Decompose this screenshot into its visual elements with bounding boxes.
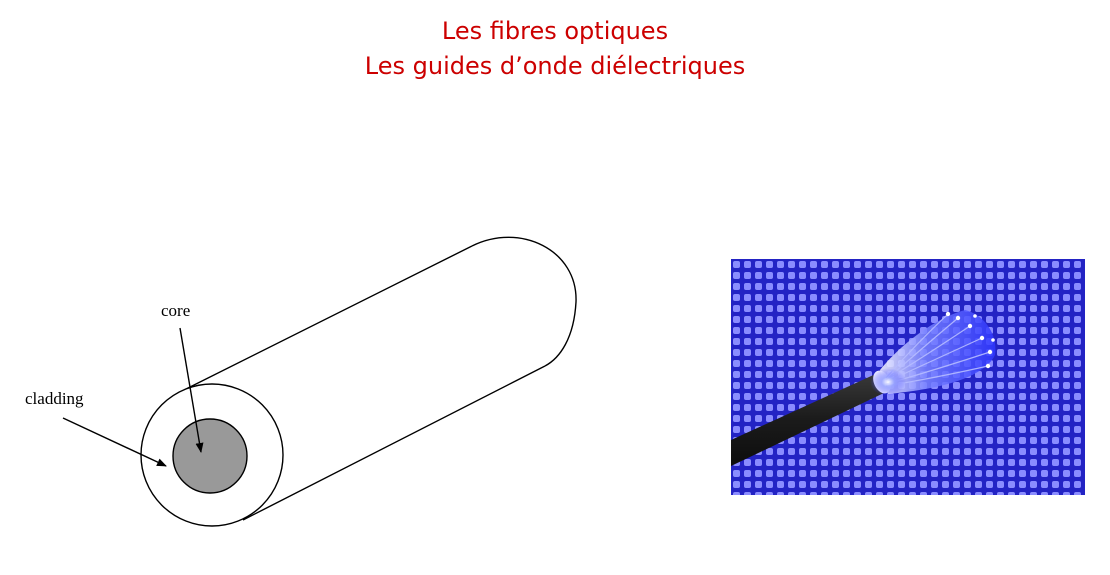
fiber-tips — [945, 311, 995, 369]
cylinder-top-edge — [179, 245, 473, 393]
cladding-arrow — [62, 417, 167, 467]
fiber-cylinder — [179, 236, 577, 521]
cladding-label: cladding — [25, 389, 84, 408]
core-arrow — [179, 327, 204, 453]
title-line-1: Les fibres optiques — [441, 17, 669, 45]
core-circle — [172, 418, 248, 494]
cylinder-far-end — [471, 236, 577, 367]
cylinder-bottom-edge — [242, 365, 546, 521]
cable-body — [731, 372, 886, 466]
slide-title: Les fibres optiques Les guides d’onde di… — [0, 14, 1110, 84]
core-label: core — [161, 301, 190, 320]
title-line-2: Les guides d’onde diélectriques — [364, 52, 746, 80]
fiber-fan — [880, 310, 996, 394]
fiber-glow — [870, 368, 906, 396]
